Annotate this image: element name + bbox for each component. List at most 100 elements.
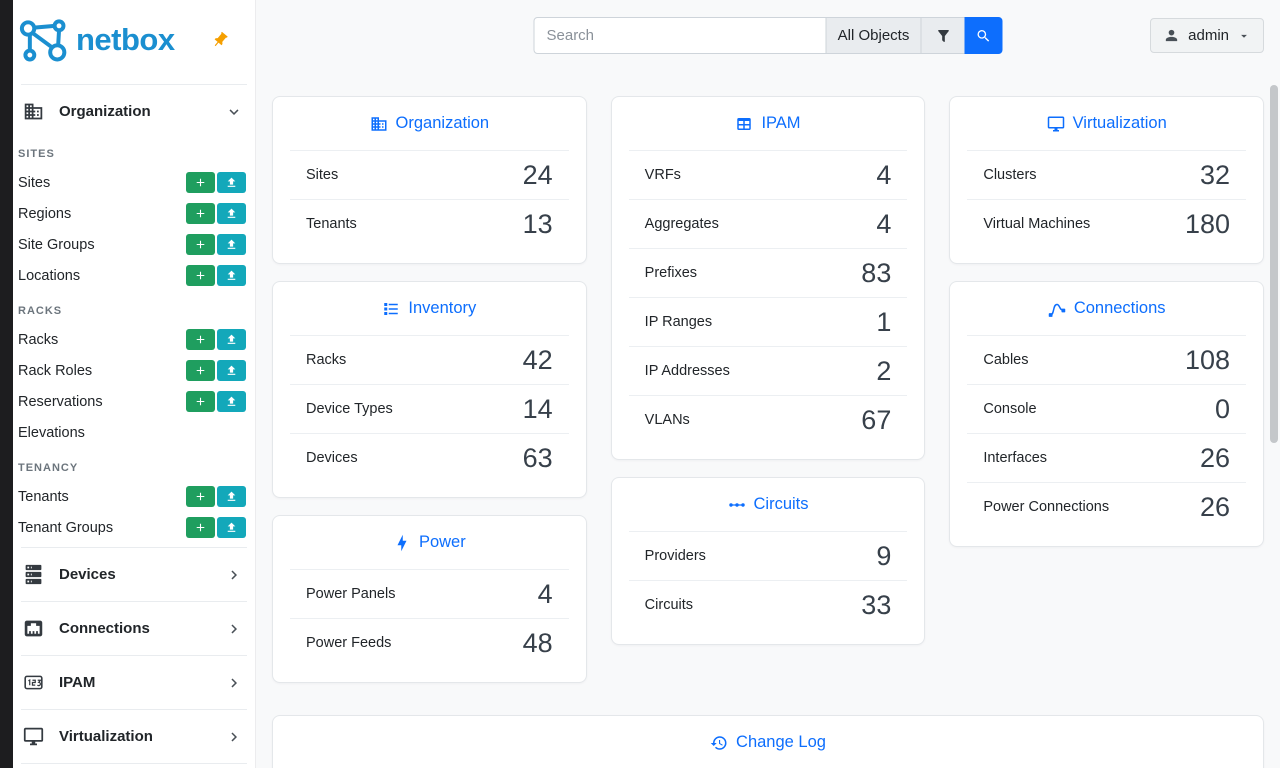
card-change-log-header[interactable]: Change Log	[273, 716, 1263, 768]
filter-icon	[935, 28, 951, 44]
tenant-groups-add-button[interactable]	[186, 517, 215, 538]
card-connections-header[interactable]: Connections	[950, 282, 1263, 335]
sites-link[interactable]: Sites	[18, 174, 51, 191]
plus-icon	[194, 333, 207, 346]
rack-roles-import-button[interactable]	[217, 360, 246, 381]
sidebar-header: netbox	[13, 0, 255, 80]
tenant-groups-import-button[interactable]	[217, 517, 246, 538]
stat-aggregates[interactable]: Aggregates 4	[628, 199, 908, 248]
sidebar-item-virtualization[interactable]: Virtualization	[13, 714, 255, 759]
stat-racks[interactable]: Racks 42	[290, 335, 569, 384]
card-virtualization-header[interactable]: Virtualization	[950, 97, 1263, 150]
stat-ip-addresses[interactable]: IP Addresses 2	[628, 346, 908, 395]
card-ipam-header[interactable]: IPAM	[612, 97, 925, 150]
search-input[interactable]	[533, 17, 827, 54]
site-groups-add-button[interactable]	[186, 234, 215, 255]
rack-roles-link[interactable]: Rack Roles	[18, 362, 93, 379]
stat-devices[interactable]: Devices 63	[290, 433, 569, 482]
cable-icon	[1048, 300, 1066, 318]
stat-tenants[interactable]: Tenants 13	[290, 199, 569, 248]
sidebar-item-organization[interactable]: Organization	[13, 89, 255, 134]
sidebar-item-connections[interactable]: Connections	[13, 606, 255, 651]
card-circuits-header[interactable]: Circuits	[612, 478, 925, 531]
search-submit-button[interactable]	[964, 17, 1003, 54]
tenant-groups-link[interactable]: Tenant Groups	[18, 519, 114, 536]
caret-down-icon	[1237, 29, 1251, 43]
locations-import-button[interactable]	[217, 265, 246, 286]
racks-add-button[interactable]	[186, 329, 215, 350]
scrollbar[interactable]	[1268, 0, 1280, 768]
sites-add-button[interactable]	[186, 172, 215, 193]
object-type-button[interactable]: All Objects	[825, 17, 922, 54]
history-icon	[710, 734, 728, 752]
upload-icon	[225, 364, 238, 377]
upload-icon	[225, 490, 238, 503]
card-organization-header[interactable]: Organization	[273, 97, 586, 150]
stat-clusters[interactable]: Clusters 32	[967, 150, 1247, 199]
ethernet-icon	[23, 618, 44, 639]
chevron-right-icon	[225, 674, 243, 692]
stat-ip-ranges[interactable]: IP Ranges 1	[628, 297, 908, 346]
upload-icon	[225, 521, 238, 534]
pin-icon	[207, 27, 232, 52]
plus-icon	[194, 207, 207, 220]
elevations-link[interactable]: Elevations	[18, 424, 85, 441]
racks-import-button[interactable]	[217, 329, 246, 350]
stat-device-types[interactable]: Device Types 14	[290, 384, 569, 433]
stat-interfaces[interactable]: Interfaces 26	[967, 433, 1247, 482]
site-groups-import-button[interactable]	[217, 234, 246, 255]
sidebar-item-devices[interactable]: Devices	[13, 552, 255, 597]
tenants-link[interactable]: Tenants	[18, 488, 69, 505]
monitor-icon	[23, 726, 44, 747]
card-inventory: Inventory Racks 42 Device Types 14 Devic…	[272, 281, 587, 498]
stat-circuits[interactable]: Circuits 33	[628, 580, 908, 629]
chevron-right-icon	[225, 566, 243, 584]
global-search-group: All Objects	[533, 17, 1003, 54]
table-icon	[735, 115, 753, 133]
regions-add-button[interactable]	[186, 203, 215, 224]
regions-link[interactable]: Regions	[18, 205, 72, 222]
scrollbar-thumb[interactable]	[1270, 85, 1278, 443]
stat-console[interactable]: Console 0	[967, 384, 1247, 433]
regions-import-button[interactable]	[217, 203, 246, 224]
stat-cables[interactable]: Cables 108	[967, 335, 1247, 384]
sidebar-item-ipam[interactable]: IPAM	[13, 660, 255, 705]
racks-link[interactable]: Racks	[18, 331, 59, 348]
stat-vlans[interactable]: VLANs 67	[628, 395, 908, 444]
netbox-logo[interactable]: netbox	[17, 17, 175, 63]
stat-providers[interactable]: Providers 9	[628, 531, 908, 580]
filter-button[interactable]	[920, 17, 966, 54]
card-power-header[interactable]: Power	[273, 516, 586, 569]
reservations-add-button[interactable]	[186, 391, 215, 412]
username: admin	[1188, 27, 1229, 44]
stat-prefixes[interactable]: Prefixes 83	[628, 248, 908, 297]
stat-sites[interactable]: Sites 24	[290, 150, 569, 199]
stat-vrfs[interactable]: VRFs 4	[628, 150, 908, 199]
reservations-link[interactable]: Reservations	[18, 393, 103, 410]
card-inventory-header[interactable]: Inventory	[273, 282, 586, 335]
sidebar-subitem-regions: Regions	[13, 198, 255, 229]
stat-power-feeds[interactable]: Power Feeds 48	[290, 618, 569, 667]
stat-power-connections[interactable]: Power Connections 26	[967, 482, 1247, 531]
tenants-import-button[interactable]	[217, 486, 246, 507]
plus-icon	[194, 521, 207, 534]
site-groups-link[interactable]: Site Groups	[18, 236, 95, 253]
stat-power-panels[interactable]: Power Panels 4	[290, 569, 569, 618]
rack-roles-add-button[interactable]	[186, 360, 215, 381]
netbox-logo-icon	[19, 19, 67, 62]
locations-link[interactable]: Locations	[18, 267, 81, 284]
dashboard-column-1: Organization Sites 24 Tenants 13 Invento…	[272, 96, 587, 683]
left-edge-strip	[0, 0, 13, 768]
stat-virtual-machines[interactable]: Virtual Machines 180	[967, 199, 1247, 248]
locations-add-button[interactable]	[186, 265, 215, 286]
dashboard-grid: Organization Sites 24 Tenants 13 Invento…	[272, 96, 1265, 683]
tenants-add-button[interactable]	[186, 486, 215, 507]
chevron-right-icon	[225, 620, 243, 638]
sites-import-button[interactable]	[217, 172, 246, 193]
building-icon	[370, 115, 388, 133]
dashboard-column-3: Virtualization Clusters 32 Virtual Machi…	[949, 96, 1265, 547]
card-power: Power Power Panels 4 Power Feeds 48	[272, 515, 587, 683]
reservations-import-button[interactable]	[217, 391, 246, 412]
pin-sidebar-button[interactable]	[211, 31, 229, 49]
user-menu-button[interactable]: admin	[1150, 18, 1264, 53]
